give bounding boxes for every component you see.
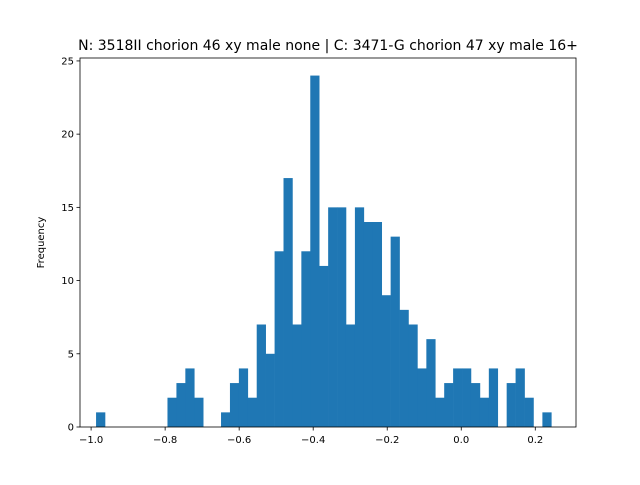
histogram-bar — [408, 324, 418, 427]
chart-title: N: 3518II chorion 46 xy male none | C: 3… — [78, 38, 578, 54]
histogram-bar — [229, 383, 240, 427]
y-axis-label: Frequency — [36, 217, 47, 269]
histogram-bar — [345, 324, 356, 427]
x-tick-label: −0.4 — [301, 435, 325, 446]
histogram-bar — [238, 368, 249, 427]
histogram-bar — [444, 383, 454, 427]
histogram-bar — [479, 397, 490, 427]
x-tick-label: −0.6 — [227, 435, 251, 446]
histogram-bar — [417, 368, 427, 427]
y-tick-label: 0 — [68, 423, 74, 434]
bars-group — [96, 75, 552, 427]
histogram-bar — [542, 412, 552, 427]
histogram-bar — [390, 236, 400, 427]
histogram-bar — [176, 383, 186, 427]
histogram-bar — [372, 222, 383, 427]
histogram-bar — [283, 178, 293, 427]
x-tick-label: −1.0 — [79, 435, 103, 446]
histogram-bar — [96, 412, 106, 427]
histogram-bar — [363, 222, 374, 427]
x-tick-label: −0.8 — [153, 435, 177, 446]
y-tick-label: 10 — [61, 276, 74, 287]
histogram-bar — [301, 251, 311, 427]
plot-frame — [79, 57, 577, 428]
histogram-bar — [256, 324, 266, 427]
histogram-bar — [319, 265, 329, 427]
histogram-bar — [328, 207, 338, 427]
histogram-bar — [274, 251, 284, 427]
histogram-bar — [310, 75, 320, 427]
histogram-bar — [506, 383, 516, 427]
histogram-bar — [435, 397, 445, 427]
histogram-bar — [524, 397, 534, 427]
histogram-bar — [221, 412, 231, 427]
y-axis-ticks: 0 5 10 15 20 25 — [61, 56, 80, 434]
histogram-bar — [247, 397, 258, 427]
histogram-bar — [399, 309, 409, 427]
histogram-bar — [167, 397, 177, 427]
histogram-bar — [265, 353, 275, 427]
histogram-bar — [381, 295, 391, 427]
histogram-bar — [292, 324, 302, 427]
y-tick-label: 25 — [61, 56, 74, 67]
histogram-bar — [470, 383, 481, 427]
y-tick-label: 5 — [68, 349, 74, 360]
y-tick-label: 15 — [61, 203, 74, 214]
histogram-bar — [354, 207, 365, 427]
histogram-bar — [194, 397, 204, 427]
x-tick-label: 0.2 — [527, 435, 543, 446]
x-tick-label: 0.0 — [453, 435, 469, 446]
histogram-bar — [453, 368, 463, 427]
y-tick-label: 20 — [61, 130, 74, 141]
x-axis-ticks: −1.0 −0.8 −0.6 −0.4 −0.2 0.0 0.2 — [79, 427, 543, 446]
histogram-bar — [462, 368, 472, 427]
histogram-bar — [337, 207, 347, 427]
x-tick-label: −0.2 — [375, 435, 399, 446]
histogram-bar — [515, 368, 525, 427]
histogram-bar — [185, 368, 195, 427]
histogram-bar — [488, 368, 499, 427]
histogram-bar — [426, 339, 436, 427]
